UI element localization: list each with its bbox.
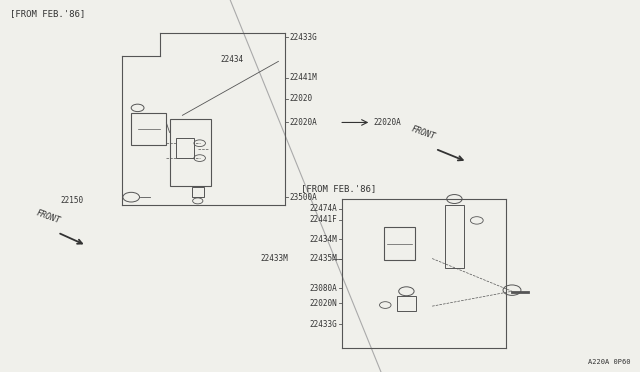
Text: 22441M: 22441M (290, 74, 317, 83)
Text: 22020A: 22020A (373, 118, 401, 127)
Text: 22433G: 22433G (290, 33, 317, 42)
Text: [FROM FEB.'86]: [FROM FEB.'86] (301, 184, 376, 193)
Text: 23080A: 23080A (310, 284, 337, 293)
Bar (170, 119, 211, 186)
Bar (397, 296, 416, 311)
Text: 22434: 22434 (221, 55, 244, 64)
Bar (176, 138, 194, 158)
Text: 22435M: 22435M (310, 254, 337, 263)
Text: 22474A: 22474A (310, 204, 337, 213)
Text: 23500A: 23500A (290, 193, 317, 202)
Text: FRONT: FRONT (35, 208, 62, 225)
Text: 22020N: 22020N (310, 299, 337, 308)
Text: 22020A: 22020A (290, 118, 317, 127)
Text: FRONT: FRONT (410, 124, 436, 141)
Bar (384, 227, 415, 260)
Bar (445, 205, 464, 268)
Text: A220A 0P60: A220A 0P60 (588, 359, 630, 365)
Text: 22020: 22020 (290, 94, 313, 103)
Text: 22433M: 22433M (260, 254, 288, 263)
Text: [FROM FEB.'86]: [FROM FEB.'86] (10, 9, 85, 18)
Bar (192, 187, 204, 197)
Text: 22434M: 22434M (310, 235, 337, 244)
Text: 22150: 22150 (60, 196, 83, 205)
Bar (131, 113, 166, 145)
Text: 22441F: 22441F (310, 215, 337, 224)
Text: 22433G: 22433G (310, 320, 337, 328)
